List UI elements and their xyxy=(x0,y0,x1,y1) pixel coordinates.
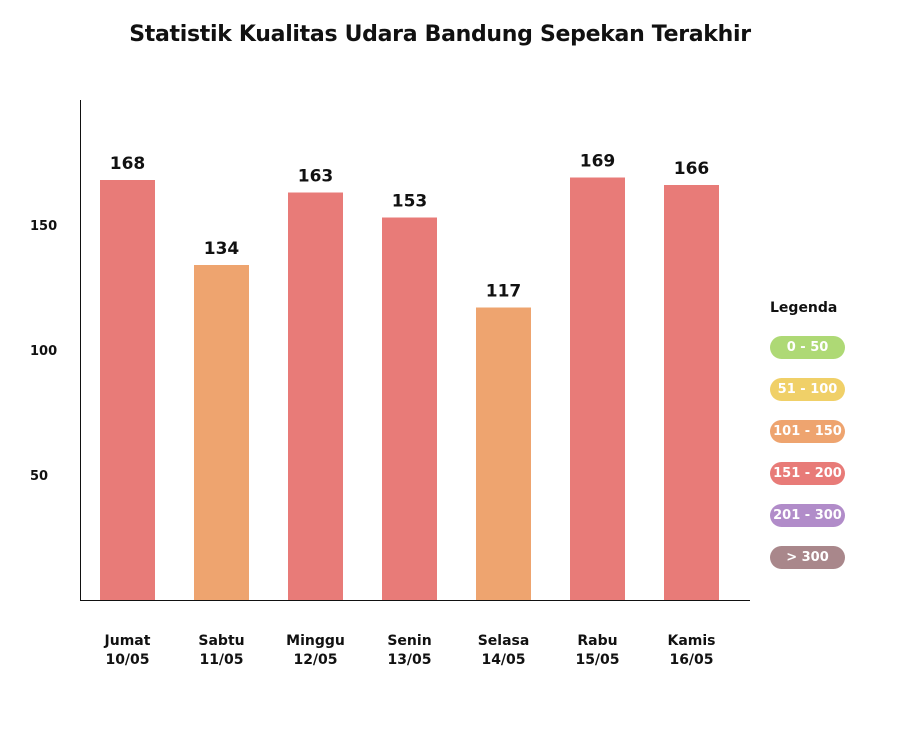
category-label: Jumat xyxy=(104,633,151,649)
category-label: Senin xyxy=(387,633,431,649)
category-label: 16/05 xyxy=(669,652,713,668)
category-label: Selasa xyxy=(478,633,530,649)
category-label: 10/05 xyxy=(105,652,149,668)
category-label: Sabtu xyxy=(198,633,244,649)
bar xyxy=(664,185,719,600)
bar xyxy=(476,307,531,600)
bar xyxy=(570,177,625,600)
legend-item: 151 - 200 xyxy=(770,462,845,485)
bars xyxy=(100,177,719,600)
y-tick-label: 50 xyxy=(30,469,48,484)
value-label: 163 xyxy=(298,167,334,187)
value-labels: 168 134 163 153 117 169 166 xyxy=(110,152,710,302)
value-label: 153 xyxy=(392,192,428,212)
y-ticks: 50 100 150 xyxy=(30,219,57,484)
category-label: Rabu xyxy=(577,633,617,649)
bar xyxy=(100,180,155,600)
category-label: Kamis xyxy=(667,633,715,649)
legend-items: 0 - 50 51 - 100 101 - 150 151 - 200 201 - 30… xyxy=(770,336,880,569)
category-label: Minggu xyxy=(286,633,345,649)
category-label: 13/05 xyxy=(387,652,431,668)
bar xyxy=(382,217,437,600)
value-label: 169 xyxy=(580,152,616,172)
legend-item: 201 - 300 xyxy=(770,504,845,527)
legend-title: Legenda xyxy=(770,300,838,316)
legend-item: 101 - 150 xyxy=(770,420,845,443)
legend: Legenda 0 - 50 51 - 100 101 - 150 151 - 200… xyxy=(770,300,880,588)
value-label: 166 xyxy=(674,159,710,179)
y-tick-label: 150 xyxy=(30,219,57,234)
value-label: 134 xyxy=(204,239,240,259)
category-label: 15/05 xyxy=(575,652,619,668)
category-label: 11/05 xyxy=(199,652,243,668)
category-label: 12/05 xyxy=(293,652,337,668)
value-label: 168 xyxy=(110,154,146,174)
bar xyxy=(288,192,343,600)
bar xyxy=(194,265,249,600)
legend-item: 51 - 100 xyxy=(770,378,845,401)
category-labels: Jumat 10/05 Sabtu 11/05 Minggu 12/05 Senin 13/0… xyxy=(104,633,716,668)
value-label: 117 xyxy=(486,282,522,302)
y-tick-label: 100 xyxy=(30,344,57,359)
legend-item: 0 - 50 xyxy=(770,336,845,359)
legend-item: > 300 xyxy=(770,546,845,569)
category-label: 14/05 xyxy=(481,652,525,668)
chart-title: Statistik Kualitas Udara Bandung Sepekan… xyxy=(129,22,751,47)
